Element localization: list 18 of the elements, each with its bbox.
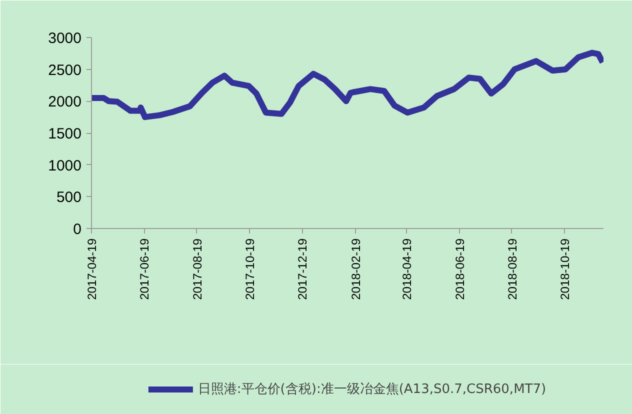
x-tick-label: 2017-08-19	[190, 238, 204, 300]
x-tick-label: 2018-06-19	[452, 238, 467, 300]
y-tick-label: 500	[56, 189, 82, 206]
x-tick-label: 2017-12-19	[296, 238, 310, 300]
x-tick-label: 2018-10-19	[558, 238, 572, 300]
y-tick-label: 0	[73, 221, 82, 238]
y-tick-label: 1000	[48, 157, 82, 174]
y-tick-label: 2000	[48, 94, 82, 111]
x-tick-label: 2017-04-19	[85, 238, 99, 300]
y-tick-label: 2500	[48, 62, 82, 79]
x-tick-label: 2018-04-19	[400, 238, 414, 300]
x-tick-label: 2018-08-19	[505, 238, 520, 300]
x-tick-label: 2018-02-19	[349, 238, 364, 300]
x-tick-label: 2017-06-19	[138, 238, 152, 300]
y-tick-label: 1500	[48, 126, 82, 142]
x-tick-label: 2017-10-19	[243, 238, 258, 300]
legend-label: 日照港:平仓价(含税):准一级冶金焦(A13,S0.7,CSR60,MT7)	[198, 381, 546, 398]
y-tick-label: 3000	[48, 30, 82, 47]
